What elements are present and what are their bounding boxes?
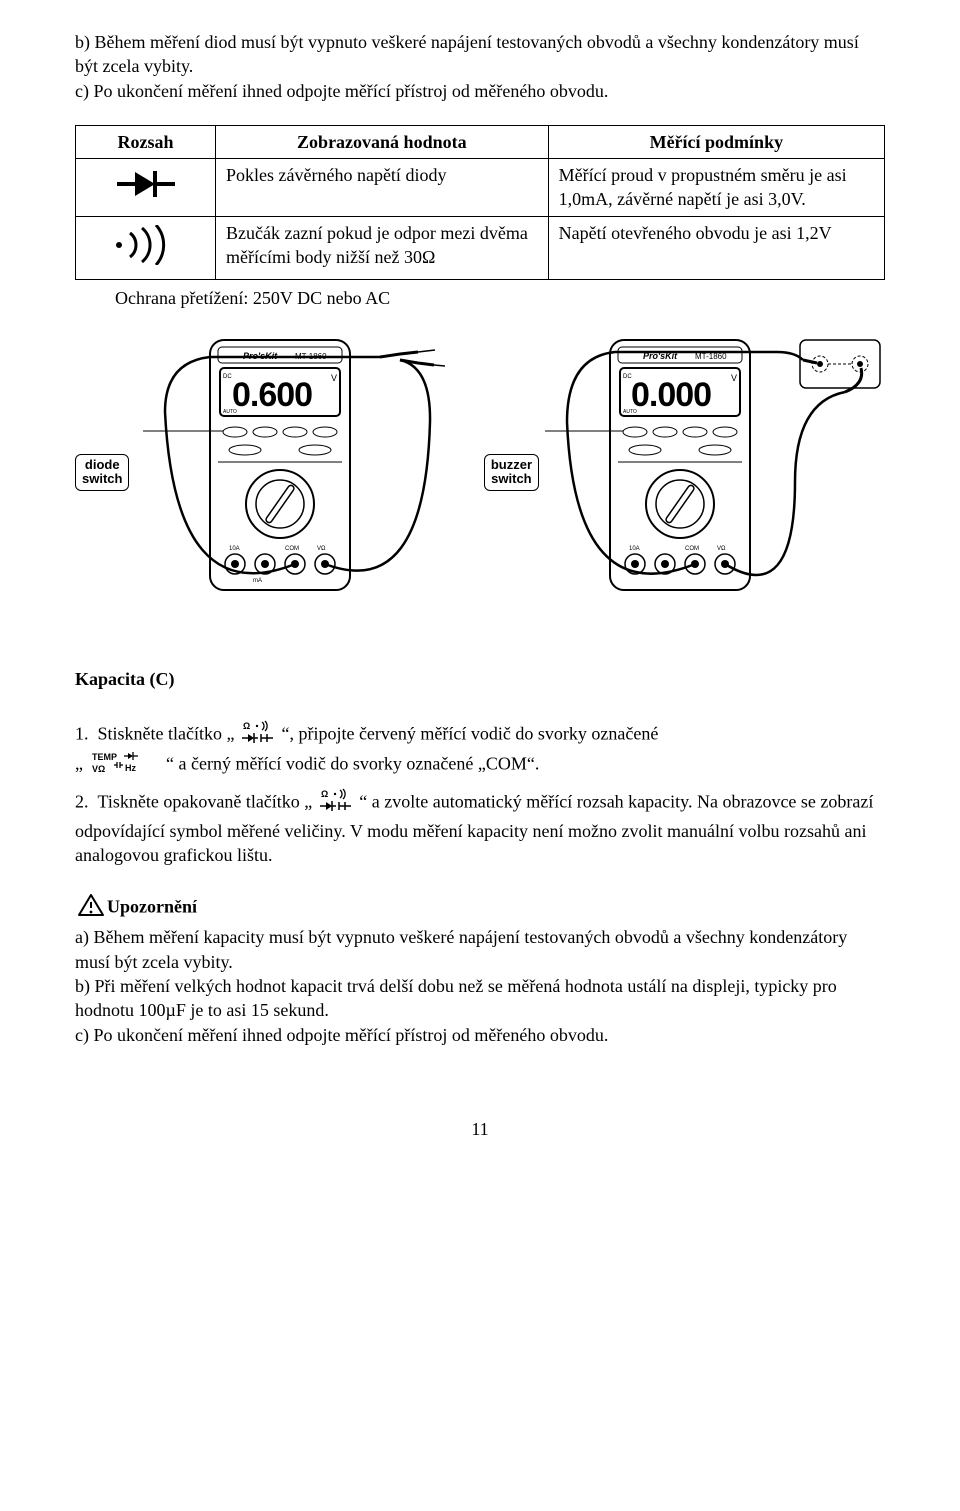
multimeter-buzzer-illustration: Pro'sKit MT-1860 DC 0.000 V AUTO 10A COM xyxy=(545,332,885,612)
step-2: 2. Tiskněte opakovaně tlačítko „ Ω “ a z… xyxy=(75,788,885,867)
svg-text:Ω: Ω xyxy=(243,721,250,731)
step2-text-a: Tiskněte opakovaně tlačítko „ xyxy=(98,792,313,812)
step-1: 1. Stiskněte tlačítko „ Ω “, připojte če… xyxy=(75,720,885,781)
svg-text:VΩ: VΩ xyxy=(317,546,326,552)
buzzer-range-icon-cell xyxy=(76,216,216,279)
mode-button-icon-2: Ω xyxy=(319,788,353,818)
table-row: Pokles závěrného napětí diody Měřící pro… xyxy=(76,159,885,217)
step1-text-d: “ a černý měřící vodič do svorky označen… xyxy=(166,753,539,773)
spec-table: Rozsah Zobrazovaná hodnota Měřící podmín… xyxy=(75,125,885,280)
svg-text:COM: COM xyxy=(685,546,699,552)
warning-line-a: a) Během měření kapacity musí být vypnut… xyxy=(75,925,885,974)
warning-icon xyxy=(77,893,105,923)
mode-button-icon: Ω xyxy=(241,720,275,750)
figure-left: diode switch Pro'sKit MT-1860 DC 0.600 V… xyxy=(75,332,454,612)
diode-icon xyxy=(115,168,177,200)
figures-row: diode switch Pro'sKit MT-1860 DC 0.600 V… xyxy=(75,332,885,612)
overload-protection-note: Ochrana přetížení: 250V DC nebo AC xyxy=(115,286,885,310)
multimeter-diode-illustration: Pro'sKit MT-1860 DC 0.600 V AUTO xyxy=(135,332,445,612)
row1-conditions: Měřící proud v propustném směru je asi 1… xyxy=(548,159,884,217)
svg-text:DC: DC xyxy=(223,374,232,380)
row2-displayed: Bzučák zazní pokud je odpor mezi dvěma m… xyxy=(216,216,549,279)
lcd-unit: V xyxy=(331,373,337,383)
svg-text:mA: mA xyxy=(253,578,262,584)
step1-text-b: “, připojte červený měřící vodič do svor… xyxy=(281,723,658,743)
warning-title: Upozornění xyxy=(107,896,197,916)
figure-right: buzzer switch Pro'sKit MT-1860 DC 0.000 … xyxy=(484,332,885,612)
buzzer-switch-label: buzzer switch xyxy=(484,454,539,491)
svg-text:AUTO: AUTO xyxy=(623,409,637,415)
header-conditions: Měřící podmínky xyxy=(548,125,884,158)
warning-line-b: b) Při měření velkých hodnot kapacit trv… xyxy=(75,974,885,1023)
svg-text:Hz: Hz xyxy=(125,763,136,773)
svg-text:VΩ: VΩ xyxy=(717,546,726,552)
intro-paragraph: b) Během měření diod musí být vypnuto ve… xyxy=(75,30,885,103)
warning-line-c: c) Po ukončení měření ihned odpojte měří… xyxy=(75,1023,885,1047)
lcd-reading-right: 0.000 xyxy=(631,376,711,414)
step1-text-c: „ xyxy=(75,753,83,773)
step1-text-a: Stiskněte tlačítko „ xyxy=(98,723,235,743)
svg-text:COM: COM xyxy=(285,546,299,552)
svg-text:10A: 10A xyxy=(629,546,640,552)
row2-conditions: Napětí otevřeného obvodu je asi 1,2V xyxy=(548,216,884,279)
table-row: Bzučák zazní pokud je odpor mezi dvěma m… xyxy=(76,216,885,279)
model-text-r: MT-1860 xyxy=(695,352,727,361)
terminal-temp-icon: TEMP VΩ Hz xyxy=(90,750,160,780)
intro-line-b: b) Během měření diod musí být vypnuto ve… xyxy=(75,32,859,76)
row1-displayed: Pokles závěrného napětí diody xyxy=(216,159,549,217)
svg-text:AUTO: AUTO xyxy=(223,409,237,415)
intro-line-c: c) Po ukončení měření ihned odpojte měří… xyxy=(75,81,608,101)
diode-range-icon-cell xyxy=(76,159,216,217)
steps-list: 1. Stiskněte tlačítko „ Ω “, připojte če… xyxy=(75,720,885,867)
svg-text:Ω: Ω xyxy=(321,789,328,799)
page-number: 11 xyxy=(75,1117,885,1141)
lcd-reading-left: 0.600 xyxy=(232,376,312,414)
table-header-row: Rozsah Zobrazovaná hodnota Měřící podmín… xyxy=(76,125,885,158)
lcd-unit-r: V xyxy=(731,373,737,383)
temp-label: TEMP xyxy=(92,752,117,762)
header-range: Rozsah xyxy=(76,125,216,158)
diode-switch-label: diode switch xyxy=(75,454,129,491)
svg-text:10A: 10A xyxy=(229,546,240,552)
buzzer-icon xyxy=(106,225,186,265)
section-heading: Kapacita (C) xyxy=(75,667,885,691)
warning-block: Upozornění a) Během měření kapacity musí… xyxy=(75,893,885,1047)
header-displayed: Zobrazovaná hodnota xyxy=(216,125,549,158)
vohz-label: VΩ xyxy=(92,764,105,774)
